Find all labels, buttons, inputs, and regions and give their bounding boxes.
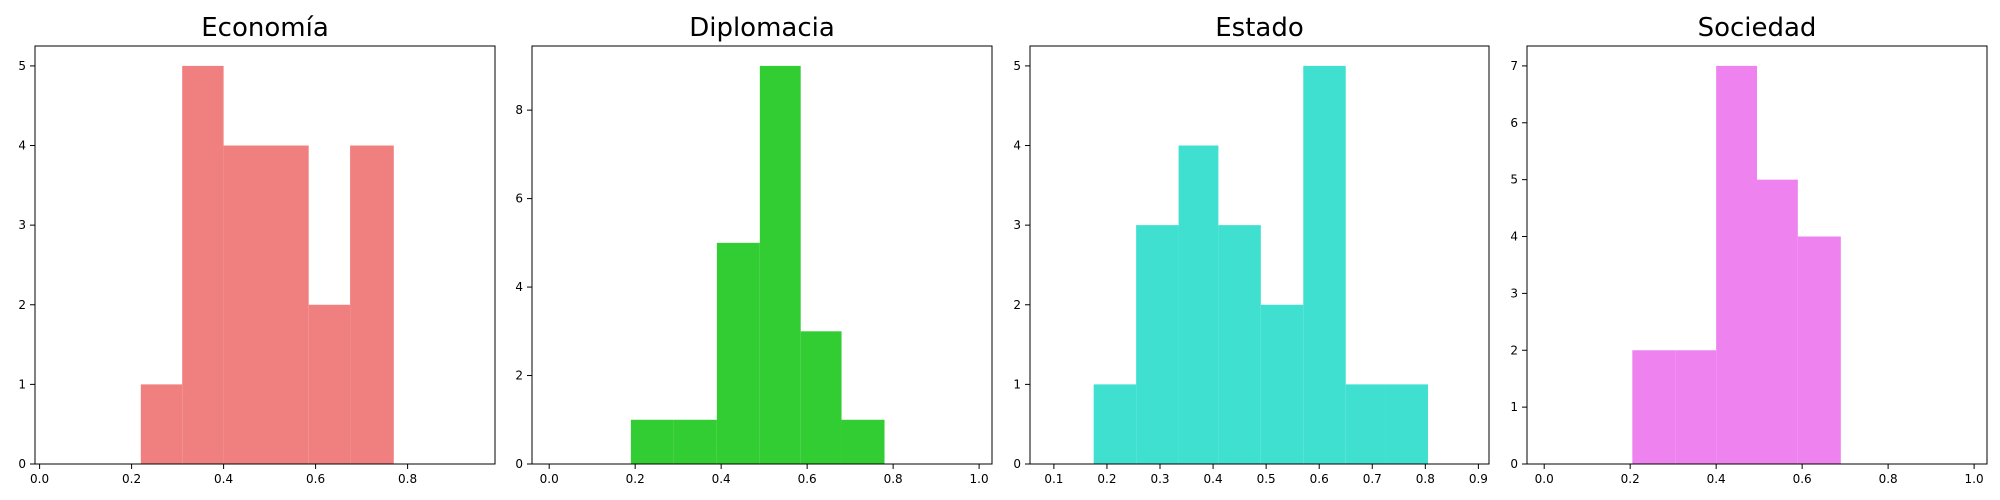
y-tick-label: 1 [1510, 400, 1518, 414]
axes-frame [1029, 45, 1490, 465]
histogram-bar [1675, 350, 1717, 464]
x-tick-label: 0.2 [122, 472, 141, 486]
histogram-bar [1303, 65, 1346, 465]
panel-economia: Economía 0.0 0.2 0.4 0.6 0.8 0 1 2 3 4 5 [18, 13, 496, 486]
histogram-bar [1716, 65, 1757, 465]
histogram-bar [1260, 304, 1304, 464]
x-tick-label: 0.1 [1044, 472, 1063, 486]
x-tick-label: 0.3 [1150, 472, 1169, 486]
histogram-bar [1218, 225, 1261, 464]
x-tick-label: 0.8 [1879, 472, 1898, 486]
histogram-bar [1178, 145, 1219, 464]
y-tick-label: 5 [1013, 59, 1021, 73]
histogram-bar [182, 65, 224, 465]
panel-diplomacia: Diplomacia 0.0 0.2 0.4 0.6 0.8 1.0 0 2 4 6 8 [515, 13, 993, 486]
histogram-bar [140, 384, 183, 464]
histogram-bar [308, 304, 351, 464]
histogram-bar [1345, 384, 1386, 464]
histogram-bar [350, 145, 394, 464]
x-tick-label: 0.2 [1621, 472, 1640, 486]
x-tick-label: 0.0 [30, 472, 49, 486]
y-tick-label: 6 [515, 192, 523, 206]
x-tick-label: 0.6 [306, 472, 325, 486]
x-tick-label: 1.0 [970, 472, 989, 486]
x-tick-label: 0.4 [214, 472, 233, 486]
histogram-bar [800, 331, 842, 464]
panel-title: Economía [201, 13, 329, 43]
x-tick-label: 1.0 [1965, 472, 1984, 486]
panel-title: Diplomacia [689, 13, 835, 43]
x-tick-label: 0.4 [1204, 472, 1223, 486]
histogram-bar [841, 419, 885, 464]
y-tick-label: 6 [1510, 116, 1518, 130]
y-tick-label: 8 [515, 103, 523, 117]
y-tick-label: 4 [18, 139, 26, 153]
x-tick-label: 0.8 [884, 472, 903, 486]
histogram-bar [759, 65, 801, 465]
x-tick-label: 0.0 [1535, 472, 1554, 486]
y-tick-label: 4 [1013, 139, 1021, 153]
histogram-bar [630, 419, 674, 464]
histogram-bar [1757, 179, 1798, 464]
x-tick-label: 0.9 [1469, 472, 1488, 486]
y-tick-label: 2 [1013, 298, 1021, 312]
x-tick-label: 0.0 [540, 472, 559, 486]
y-tick-label: 2 [18, 298, 26, 312]
x-tick-label: 0.5 [1257, 472, 1276, 486]
x-tick-label: 0.8 [1416, 472, 1435, 486]
histogram-bar [223, 145, 265, 464]
x-tick-label: 0.4 [1707, 472, 1726, 486]
histogram-bar [673, 419, 717, 464]
x-tick-label: 0.6 [798, 472, 817, 486]
panel-estado: Estado 0.1 0.2 0.3 0.4 0.5 0.6 0.7 0.8 0.9 0 1 2 3 4 5 [1013, 13, 1490, 486]
y-tick-label: 1 [1013, 377, 1021, 391]
panel-sociedad: Sociedad 0.0 0.2 0.4 0.6 0.8 1.0 0 1 2 3 4 5 6 7 [1510, 13, 1988, 486]
y-tick-label: 3 [18, 218, 26, 232]
y-tick-label: 7 [1510, 59, 1518, 73]
y-tick-label: 5 [1510, 173, 1518, 187]
x-tick-label: 0.6 [1793, 472, 1812, 486]
panel-title: Sociedad [1698, 13, 1817, 43]
histogram-bar [716, 242, 760, 464]
y-tick-label: 4 [1510, 230, 1518, 244]
y-tick-label: 1 [18, 377, 26, 391]
y-tick-label: 2 [515, 369, 523, 383]
histogram-bar [1632, 350, 1676, 464]
x-tick-label: 0.2 [1097, 472, 1116, 486]
histogram-bar [1797, 236, 1841, 464]
panel-title: Estado [1215, 13, 1304, 43]
axes-frame [34, 45, 496, 465]
histogram-bar [1136, 225, 1179, 464]
y-tick-label: 4 [515, 280, 523, 294]
y-tick-label: 3 [1510, 286, 1518, 300]
x-tick-label: 0.2 [626, 472, 645, 486]
axes-frame [531, 45, 993, 465]
y-tick-label: 3 [1013, 218, 1021, 232]
x-tick-label: 0.7 [1363, 472, 1382, 486]
y-tick-label: 0 [1013, 457, 1021, 471]
y-tick-label: 0 [18, 457, 26, 471]
y-tick-label: 0 [1510, 457, 1518, 471]
axes-frame [1526, 45, 1988, 465]
histogram-bar [265, 145, 309, 464]
x-tick-label: 0.4 [712, 472, 731, 486]
histogram-bar [1385, 384, 1428, 464]
histogram-bar [1093, 384, 1137, 464]
y-tick-label: 5 [18, 59, 26, 73]
y-tick-label: 0 [515, 457, 523, 471]
y-tick-label: 2 [1510, 343, 1518, 357]
x-tick-label: 0.6 [1310, 472, 1329, 486]
x-tick-label: 0.8 [398, 472, 417, 486]
